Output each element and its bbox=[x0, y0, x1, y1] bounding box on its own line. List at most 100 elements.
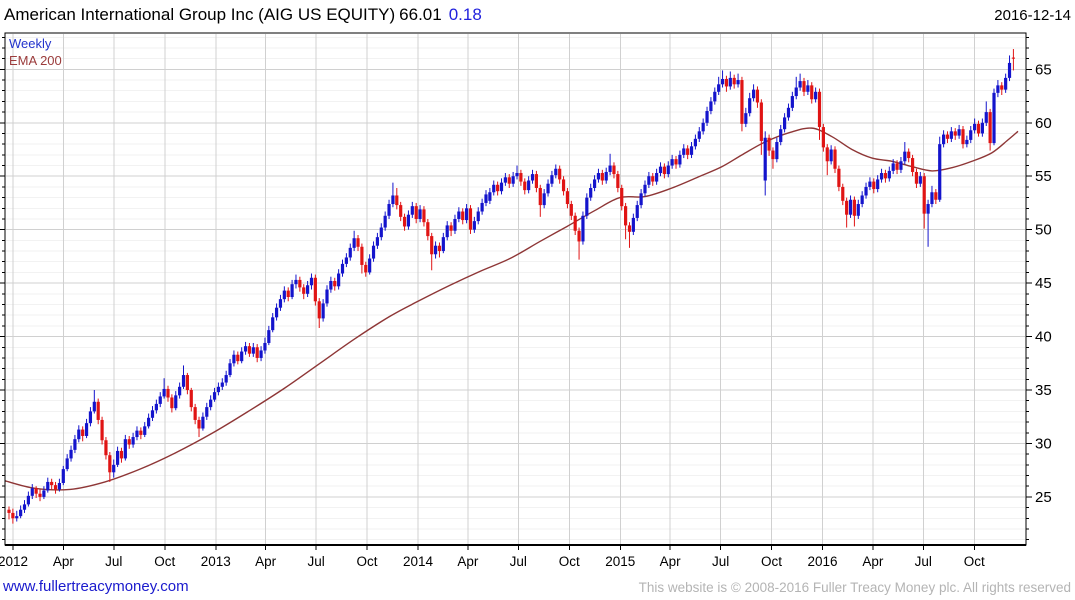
candle bbox=[77, 425, 81, 443]
candle bbox=[197, 416, 201, 438]
candle bbox=[821, 123, 825, 152]
candle bbox=[88, 407, 93, 427]
candle bbox=[872, 178, 876, 194]
candle bbox=[309, 273, 314, 290]
candle bbox=[115, 446, 120, 467]
candle bbox=[166, 385, 170, 402]
candle bbox=[224, 370, 228, 386]
candle bbox=[42, 486, 46, 500]
candle bbox=[383, 211, 387, 231]
candle bbox=[976, 120, 981, 137]
candle bbox=[717, 76, 721, 95]
candle bbox=[542, 189, 546, 209]
candle bbox=[449, 222, 453, 237]
timeframe-label: Weekly bbox=[9, 36, 52, 51]
site-link[interactable]: www.fullertreacymoney.com bbox=[3, 578, 189, 595]
candle bbox=[371, 241, 376, 262]
candle bbox=[833, 146, 837, 174]
candle bbox=[798, 73, 802, 91]
candle bbox=[592, 175, 597, 192]
candle bbox=[81, 426, 85, 442]
candle bbox=[969, 125, 973, 144]
candle bbox=[368, 254, 372, 275]
candle bbox=[790, 91, 794, 112]
x-tick-label: Jul bbox=[915, 554, 932, 569]
candle bbox=[53, 481, 58, 494]
candle bbox=[193, 403, 197, 425]
candle bbox=[391, 182, 395, 208]
candle bbox=[325, 285, 329, 307]
candle bbox=[344, 253, 348, 268]
y-tick-label: 65 bbox=[1035, 61, 1052, 78]
candle bbox=[34, 486, 38, 498]
candle bbox=[953, 128, 957, 140]
x-tick-label: Apr bbox=[53, 554, 75, 569]
candle bbox=[445, 221, 449, 241]
candle bbox=[329, 276, 333, 293]
candle bbox=[418, 205, 422, 223]
candle bbox=[527, 176, 531, 194]
candle bbox=[178, 382, 182, 399]
candle bbox=[205, 402, 209, 420]
candle bbox=[767, 134, 771, 156]
candle bbox=[19, 505, 23, 519]
candle bbox=[914, 168, 919, 188]
candle bbox=[375, 232, 380, 249]
x-tick-label: Jul bbox=[105, 554, 122, 569]
copyright-text: This website is © 2008-2016 Fuller Treac… bbox=[638, 580, 1071, 595]
candle bbox=[829, 145, 833, 165]
candles bbox=[7, 49, 1016, 524]
candle bbox=[422, 206, 426, 227]
price-change: 0.18 bbox=[448, 5, 482, 24]
candle bbox=[589, 183, 593, 201]
candle bbox=[755, 86, 760, 108]
candle bbox=[484, 190, 488, 207]
candle bbox=[817, 88, 822, 140]
candle bbox=[534, 170, 539, 193]
candle bbox=[430, 232, 434, 271]
candle bbox=[891, 159, 895, 175]
candle bbox=[876, 175, 880, 193]
candle bbox=[313, 274, 317, 306]
candle bbox=[546, 179, 550, 197]
candle bbox=[333, 277, 337, 291]
candle bbox=[240, 347, 244, 364]
candle bbox=[736, 73, 740, 88]
candle bbox=[360, 243, 364, 274]
candle bbox=[123, 434, 127, 461]
candle bbox=[569, 200, 573, 221]
y-tick-label: 45 bbox=[1035, 275, 1052, 292]
candle bbox=[92, 390, 96, 414]
candle bbox=[581, 211, 585, 245]
candle bbox=[496, 181, 500, 196]
candle bbox=[11, 508, 15, 524]
candle bbox=[604, 167, 608, 184]
candle bbox=[181, 365, 186, 389]
candle bbox=[530, 169, 535, 184]
candle bbox=[402, 213, 407, 231]
candle bbox=[290, 279, 294, 300]
grid bbox=[6, 34, 1025, 544]
candle bbox=[941, 130, 946, 148]
candle bbox=[50, 478, 54, 490]
candle bbox=[806, 80, 810, 95]
candle bbox=[845, 197, 849, 228]
candle bbox=[488, 187, 492, 205]
candle bbox=[317, 298, 321, 329]
candle bbox=[973, 118, 977, 134]
candle bbox=[441, 232, 445, 254]
candle bbox=[492, 180, 496, 196]
candle bbox=[7, 506, 11, 520]
candle bbox=[251, 342, 255, 357]
candle bbox=[879, 168, 884, 183]
candle bbox=[763, 131, 767, 196]
candle bbox=[1000, 82, 1004, 95]
candle bbox=[472, 216, 476, 233]
candle bbox=[814, 87, 818, 103]
candle bbox=[779, 124, 783, 146]
candle bbox=[783, 113, 787, 133]
candle bbox=[907, 148, 911, 163]
candle bbox=[104, 437, 108, 460]
